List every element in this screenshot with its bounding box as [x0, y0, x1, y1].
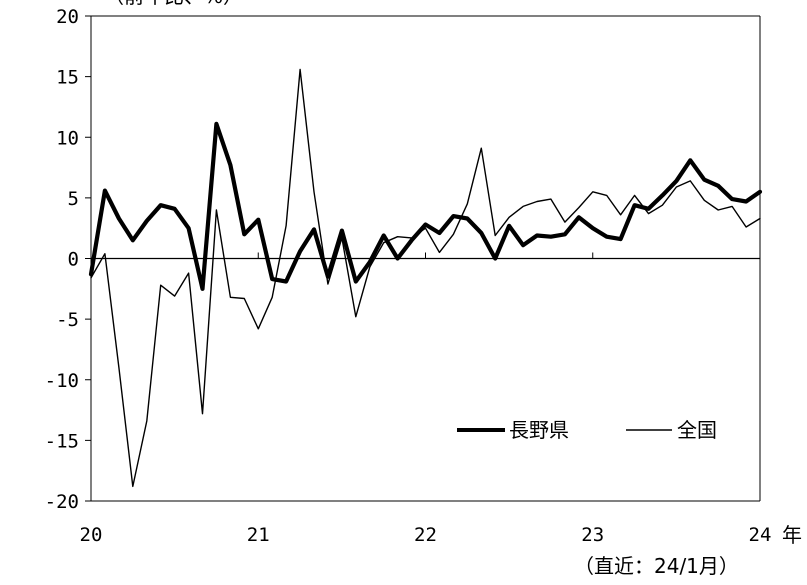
x-tick-label: 20	[80, 524, 103, 546]
y-tick-label: -10	[45, 370, 79, 392]
y-tick-label: -20	[45, 491, 79, 513]
x-tick-label: 24	[749, 524, 772, 546]
y-tick-label: 15	[56, 67, 79, 89]
x-tick-label: 23	[581, 524, 604, 546]
y-tick-label: 20	[56, 6, 79, 28]
x-tick-label: 22	[414, 524, 437, 546]
x-axis-unit: 年	[782, 523, 802, 547]
x-tick-label: 21	[247, 524, 270, 546]
legend-label-national: 全国	[677, 418, 717, 442]
series-line-national	[90, 68, 761, 488]
latest-note: （直近：24/1月）	[574, 554, 739, 578]
y-tick-label: 10	[56, 127, 79, 149]
y-tick-label: 0	[68, 249, 79, 271]
legend-label-nagano: 長野県	[509, 418, 569, 442]
y-axis-ticks: 20 15 10 5 0 -5 -10 -15 -20	[45, 6, 91, 513]
legend: 長野県 全国	[457, 418, 717, 442]
y-tick-label: -5	[56, 309, 79, 331]
x-axis-ticks: 20 21 22 23 24	[80, 252, 772, 546]
series-line-nagano	[88, 121, 763, 291]
y-tick-label: -15	[45, 430, 79, 452]
y-tick-label: 5	[68, 188, 79, 210]
series-lines	[88, 68, 763, 488]
y-axis-label: （前年比、%）	[104, 0, 243, 8]
